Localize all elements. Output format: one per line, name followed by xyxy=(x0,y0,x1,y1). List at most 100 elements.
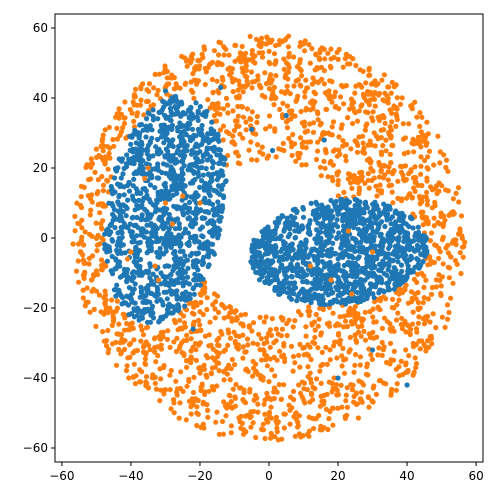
orange-point-1905 xyxy=(381,294,387,300)
blue-cluster-1-point-3476 xyxy=(405,263,411,269)
orange-point-925 xyxy=(360,140,366,146)
blue-cluster-1-point-4056 xyxy=(386,287,393,293)
orange-point-812 xyxy=(98,221,104,227)
orange-point-1487 xyxy=(99,226,105,232)
orange-point-827 xyxy=(437,149,443,155)
blue-cluster-0-point-2993 xyxy=(205,137,211,143)
blue-cluster-1-point-3684 xyxy=(370,291,376,297)
orange-point-1351 xyxy=(459,233,465,239)
orange-point-1576 xyxy=(102,292,109,298)
orange-point-1765 xyxy=(445,250,451,256)
blue-cluster-0-point-3043 xyxy=(176,143,182,149)
orange-point-1873 xyxy=(70,241,76,247)
orange-point-1854 xyxy=(319,131,325,137)
blue-cluster-0-point-2036 xyxy=(161,140,167,146)
orange-point-1712 xyxy=(260,151,266,157)
orange-point-1188 xyxy=(205,414,211,420)
orange-point-1410 xyxy=(241,390,247,396)
orange-point-1791 xyxy=(343,392,349,398)
blue-cluster-0-point-2906 xyxy=(180,275,186,281)
blue-cluster-1-point-4348 xyxy=(355,281,361,287)
orange-point-1331 xyxy=(353,390,359,396)
blue-cluster-0-point-2145 xyxy=(143,134,149,140)
orange-point-443 xyxy=(444,302,451,308)
orange-point-202 xyxy=(72,213,78,219)
blue-cluster-0-point-3164 xyxy=(156,109,162,115)
blue-cluster-0-point-2650 xyxy=(125,302,131,308)
orange-point-1453 xyxy=(213,118,220,124)
blue-cluster-0-point-2908 xyxy=(109,253,115,260)
orange-point-1877 xyxy=(240,355,246,361)
orange-point-1716 xyxy=(412,355,418,361)
orange-point-1434 xyxy=(413,326,420,332)
orange-point-1083 xyxy=(356,190,362,197)
orange-point-255 xyxy=(336,134,342,140)
orange-point-1699 xyxy=(433,243,439,249)
blue-cluster-0-point-2989 xyxy=(158,122,164,128)
orange-point-1230 xyxy=(188,411,194,417)
orange-point-1267 xyxy=(200,421,206,427)
orange-point-558 xyxy=(341,101,347,107)
blue-cluster-1-point-4160 xyxy=(306,229,313,235)
orange-point-1646 xyxy=(268,435,274,441)
blue-cluster-1-point-4272 xyxy=(354,271,360,277)
orange-point-1859 xyxy=(269,77,275,83)
orange-point-1907 xyxy=(251,397,257,403)
blue-cluster-1-point-3912 xyxy=(359,281,365,288)
blue-cluster-0-point-3109 xyxy=(129,215,135,221)
orange-point-565 xyxy=(343,158,349,164)
blue-cluster-0-point-3032 xyxy=(193,237,199,243)
orange-point-1600 xyxy=(242,400,249,406)
orange-point-1684 xyxy=(359,177,365,183)
orange-point-1539 xyxy=(243,119,249,125)
orange-point-599 xyxy=(225,102,231,108)
orange-point-1415 xyxy=(153,386,159,392)
orange-point-1719 xyxy=(393,317,400,323)
orange-point-1516 xyxy=(331,54,337,61)
blue-cluster-0-point-2933 xyxy=(136,272,142,278)
orange-point-1903 xyxy=(116,331,122,337)
blue-cluster-0-point-2955 xyxy=(144,116,150,122)
blue-cluster-0-point-2566 xyxy=(182,303,188,309)
orange-point-1619 xyxy=(201,44,207,50)
orange-point-1924 xyxy=(394,302,400,308)
orange-point-1899 xyxy=(345,176,351,182)
blue-cluster-0-point-2351 xyxy=(152,185,158,191)
blue-cluster-0-point-3066 xyxy=(134,155,140,161)
blue-cluster-0-point-2745 xyxy=(195,117,201,123)
orange-point-1167 xyxy=(301,386,307,392)
orange-point-126 xyxy=(161,391,167,397)
orange-point-593 xyxy=(266,330,272,337)
orange-point-946 xyxy=(313,156,320,163)
orange-point-1724 xyxy=(415,134,421,140)
orange-point-1174 xyxy=(319,398,325,404)
blue-cluster-0-point-2864 xyxy=(196,272,202,279)
orange-point-459 xyxy=(230,89,236,95)
orange-point-1939 xyxy=(96,152,102,159)
orange-point-610 xyxy=(324,361,330,367)
orange-point-1557 xyxy=(313,51,319,57)
orange-point-1369 xyxy=(317,50,323,56)
orange-point-161 xyxy=(143,374,150,380)
orange-point-872 xyxy=(367,72,373,78)
orange-point-176 xyxy=(369,356,375,362)
orange-point-1131 xyxy=(167,387,173,393)
blue-cluster-1-point-4244 xyxy=(327,300,334,307)
blue-cluster-1-point-4175 xyxy=(266,262,272,268)
orange-point-1762 xyxy=(314,65,320,71)
orange-point-1946 xyxy=(295,77,301,83)
orange-point-258 xyxy=(281,425,287,431)
orange-point-1855 xyxy=(202,65,208,71)
blue-cluster-0-point-2235 xyxy=(172,226,179,232)
blue-cluster-0-point-2676 xyxy=(191,197,197,203)
orange-point-402 xyxy=(372,143,378,149)
blue-cluster-0-point-3020 xyxy=(112,266,118,272)
blue-cluster-0-point-2294 xyxy=(147,263,154,269)
orange-point-1215 xyxy=(402,135,408,141)
orange-point-1682 xyxy=(388,182,395,188)
orange-point-351 xyxy=(420,209,426,215)
blue-cluster-0-point-2606 xyxy=(162,278,168,284)
blue-cluster-1-point-4133 xyxy=(355,255,361,262)
blue-cluster-1-point-4305 xyxy=(340,212,346,218)
blue-cluster-0-point-3111 xyxy=(135,240,141,246)
